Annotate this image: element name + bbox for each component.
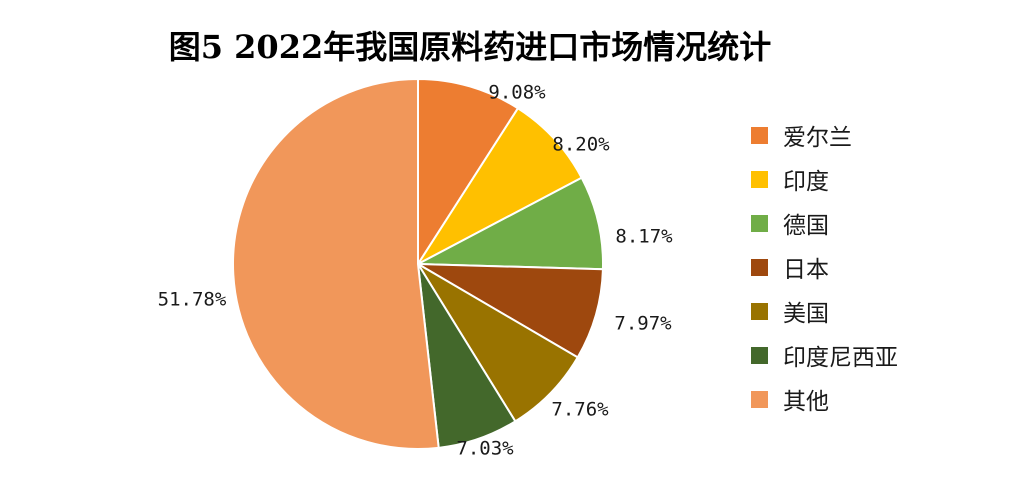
pie-slice-2 xyxy=(415,106,584,267)
pie-slice-1 xyxy=(417,77,520,268)
slice-data-label: 7.97% xyxy=(614,313,672,335)
legend-label: 德国 xyxy=(783,213,829,239)
legend-item: 其他 xyxy=(751,377,898,421)
slice-data-label: 8.17% xyxy=(615,226,673,248)
legend-swatch xyxy=(751,302,768,320)
legend-swatch xyxy=(751,258,768,276)
legend-item: 印度 xyxy=(751,157,898,201)
legend-item: 德国 xyxy=(751,201,898,245)
chart-title: 图5 2022年我国原料药进口市场情况统计 xyxy=(168,28,772,66)
legend-item: 美国 xyxy=(751,289,898,333)
legend-item: 日本 xyxy=(751,245,898,289)
legend-swatch xyxy=(751,214,768,232)
legend-item: 印度尼西亚 xyxy=(751,333,898,377)
pie-slice-3 xyxy=(414,176,604,271)
legend: 爱尔兰印度德国日本美国印度尼西亚其他 xyxy=(751,113,898,421)
legend-label: 爱尔兰 xyxy=(783,125,852,151)
slice-data-label: 51.78% xyxy=(158,289,227,311)
legend-swatch xyxy=(751,170,768,188)
legend-item: 爱尔兰 xyxy=(751,113,898,157)
legend-label: 印度 xyxy=(783,169,829,195)
slice-data-label: 7.03% xyxy=(456,438,514,460)
legend-label: 印度尼西亚 xyxy=(783,345,898,371)
legend-label: 其他 xyxy=(783,389,829,415)
slice-data-label: 8.20% xyxy=(552,134,610,156)
slice-data-label: 9.08% xyxy=(488,82,546,104)
pie-slice-4 xyxy=(417,263,604,359)
legend-label: 日本 xyxy=(783,257,829,283)
legend-swatch xyxy=(751,346,768,364)
slice-data-label: 7.76% xyxy=(551,399,609,421)
legend-swatch xyxy=(751,126,768,144)
legend-swatch xyxy=(751,390,768,408)
pie-slice-7 xyxy=(231,77,440,450)
legend-label: 美国 xyxy=(783,301,829,327)
